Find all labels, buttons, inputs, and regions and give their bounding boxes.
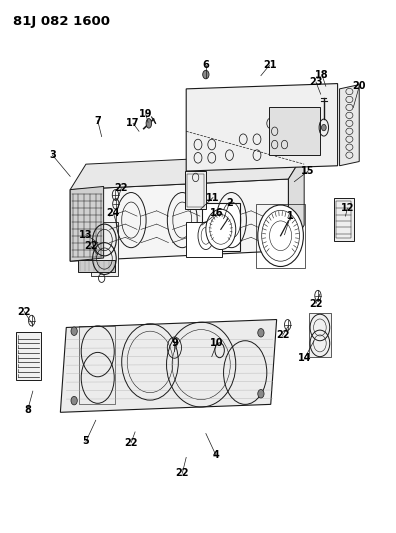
Text: 16: 16 — [210, 208, 224, 219]
Text: 22: 22 — [175, 469, 189, 478]
Bar — [91, 222, 118, 276]
Polygon shape — [70, 179, 288, 261]
Text: 21: 21 — [263, 60, 276, 70]
Ellipse shape — [71, 397, 77, 405]
Bar — [202, 203, 240, 251]
Text: 9: 9 — [171, 338, 178, 349]
Text: 22: 22 — [17, 306, 31, 317]
Bar — [256, 204, 305, 268]
Text: 10: 10 — [210, 338, 224, 349]
Text: 22: 22 — [276, 330, 289, 341]
Text: 18: 18 — [315, 70, 329, 79]
Bar — [78, 260, 115, 272]
Bar — [185, 171, 206, 209]
Bar — [269, 108, 320, 155]
Ellipse shape — [258, 205, 303, 266]
Text: 81J 082 1600: 81J 082 1600 — [13, 14, 110, 28]
Text: 12: 12 — [341, 203, 354, 213]
Text: 23: 23 — [309, 77, 323, 87]
Text: 14: 14 — [298, 353, 312, 362]
Polygon shape — [70, 154, 304, 190]
Text: 15: 15 — [301, 166, 315, 176]
Polygon shape — [70, 187, 104, 261]
Text: 2: 2 — [226, 198, 233, 208]
Text: 11: 11 — [206, 192, 220, 203]
Text: 22: 22 — [114, 183, 128, 193]
Text: 22: 22 — [84, 241, 98, 252]
Text: 17: 17 — [126, 118, 140, 128]
Bar — [309, 313, 331, 357]
Text: 8: 8 — [24, 405, 31, 415]
Bar — [186, 222, 222, 257]
Polygon shape — [186, 84, 338, 171]
Bar — [187, 174, 204, 207]
Bar — [79, 326, 115, 405]
Ellipse shape — [258, 390, 264, 398]
Text: 13: 13 — [79, 230, 93, 240]
Text: 6: 6 — [202, 60, 209, 70]
Ellipse shape — [322, 124, 326, 131]
Text: 7: 7 — [94, 116, 101, 126]
Bar — [16, 332, 41, 381]
Text: 1: 1 — [287, 211, 294, 221]
Text: 22: 22 — [309, 298, 323, 309]
Ellipse shape — [258, 328, 264, 337]
Text: 5: 5 — [82, 437, 89, 447]
Ellipse shape — [146, 118, 152, 128]
Ellipse shape — [206, 209, 236, 249]
Text: 3: 3 — [49, 150, 56, 160]
Text: 4: 4 — [212, 450, 219, 460]
Polygon shape — [288, 154, 304, 251]
Text: 20: 20 — [352, 81, 366, 91]
Text: 19: 19 — [139, 109, 152, 119]
Ellipse shape — [203, 70, 209, 79]
Text: 24: 24 — [107, 208, 120, 219]
Bar — [336, 201, 351, 238]
Polygon shape — [60, 319, 277, 413]
Polygon shape — [339, 85, 359, 166]
Ellipse shape — [71, 327, 77, 335]
Bar — [334, 198, 354, 241]
Text: 22: 22 — [124, 438, 138, 448]
